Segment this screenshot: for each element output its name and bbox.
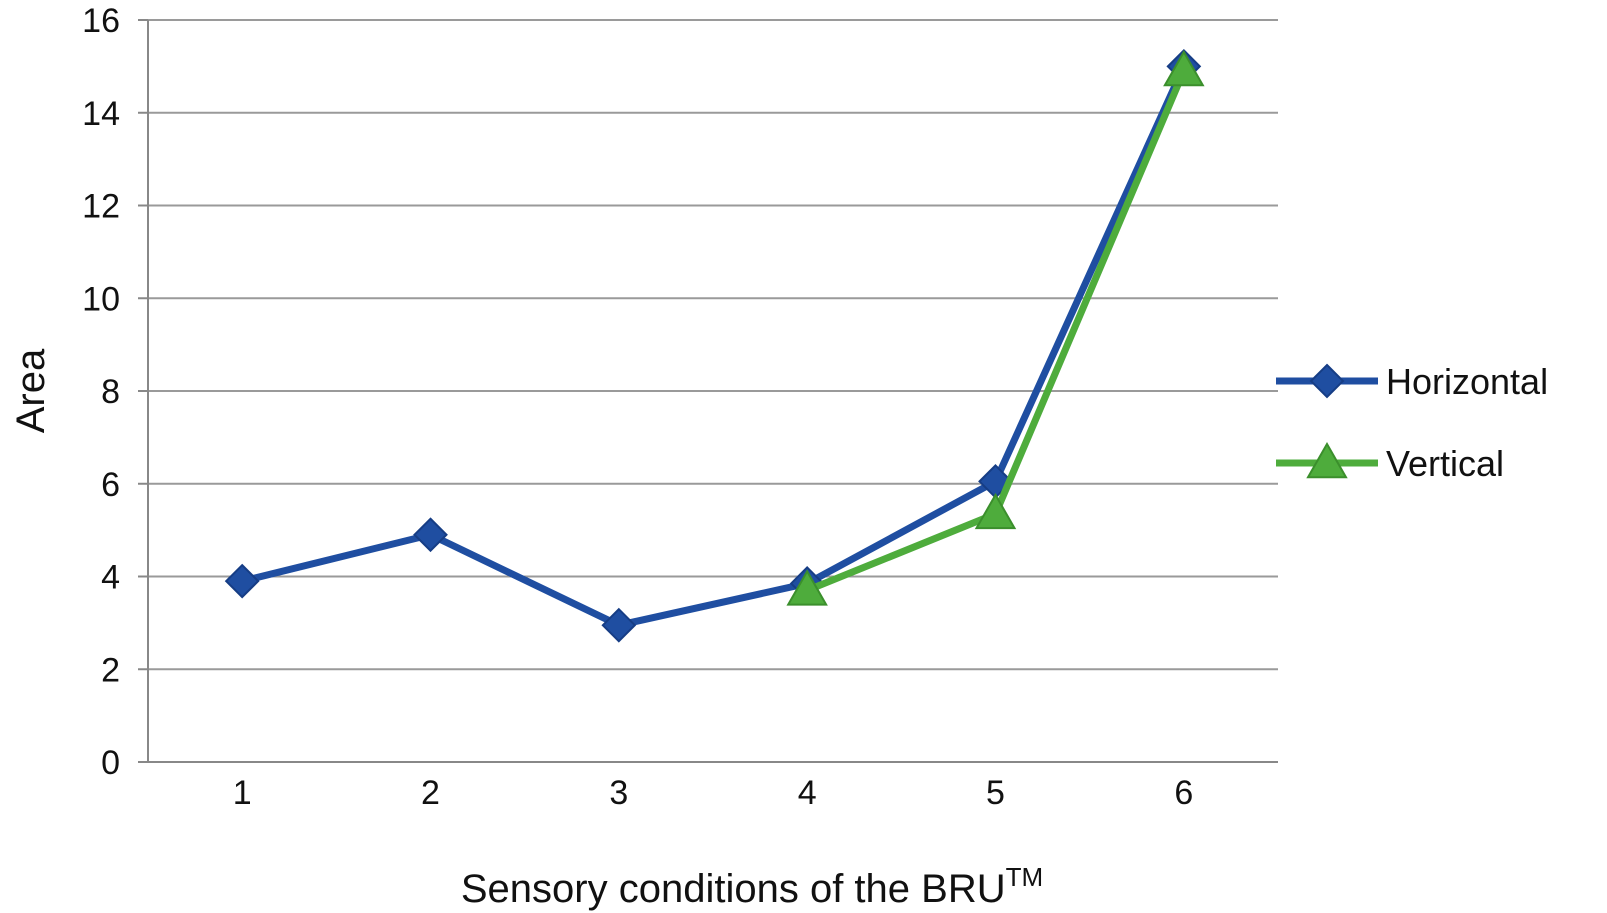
legend-label: Vertical <box>1386 443 1504 484</box>
y-tick-label: 16 <box>82 2 120 40</box>
x-tick-label: 3 <box>609 774 628 812</box>
y-tick-label: 4 <box>101 559 120 597</box>
legend-marker <box>1306 441 1348 479</box>
x-tick-label: 5 <box>986 774 1005 812</box>
series-layer <box>224 48 1205 643</box>
y-tick-label: 2 <box>101 651 120 689</box>
y-tick-labels: 0 2 4 6 8 10 12 14 16 <box>82 2 120 782</box>
series-horizontal <box>224 48 1202 643</box>
legend: Horizontal Vertical <box>1276 361 1548 484</box>
legend-item-horizontal: Horizontal <box>1276 361 1548 402</box>
data-point-marker <box>601 607 637 643</box>
gridlines <box>138 19 1278 763</box>
y-tick-label: 12 <box>82 188 120 226</box>
y-tick-label: 14 <box>82 95 120 133</box>
x-axis-title-text: Sensory conditions of the BRU <box>461 867 1006 911</box>
x-tick-label: 1 <box>233 774 252 812</box>
y-tick-label: 10 <box>82 280 120 318</box>
series-vertical <box>786 49 1205 606</box>
y-tick-label: 8 <box>101 373 120 411</box>
x-axis-title-superscript: TM <box>1006 862 1044 892</box>
data-point-marker <box>224 563 260 599</box>
y-tick-label: 0 <box>101 744 120 782</box>
axes <box>147 20 1278 763</box>
x-tick-labels: 1 2 3 4 5 6 <box>233 774 1194 812</box>
legend-item-vertical: Vertical <box>1276 441 1504 484</box>
y-tick-label: 6 <box>101 466 120 504</box>
y-axis-title: Area <box>9 348 53 433</box>
x-tick-label: 2 <box>421 774 440 812</box>
data-point-marker <box>1163 49 1205 87</box>
legend-label: Horizontal <box>1386 361 1548 402</box>
data-point-marker <box>413 517 448 553</box>
x-tick-label: 6 <box>1174 774 1193 812</box>
x-axis-title: Sensory conditions of the BRUTM <box>461 862 1043 911</box>
series-line <box>238 62 1188 629</box>
data-point-marker <box>974 492 1017 530</box>
x-tick-label: 4 <box>798 774 817 812</box>
legend-marker <box>1309 363 1345 399</box>
data-point-marker <box>786 569 828 606</box>
